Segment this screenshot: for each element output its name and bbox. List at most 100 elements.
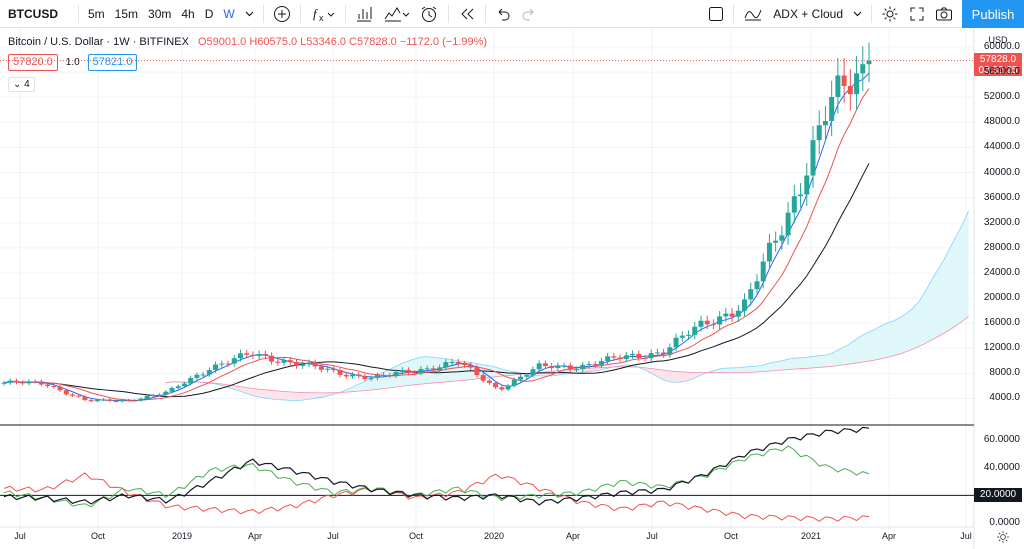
ichimoku-cloud-segment (358, 381, 365, 392)
price-axis-label: 20000.0 (983, 292, 1020, 303)
ichimoku-cloud-segment (949, 236, 957, 330)
bar-chart-icon[interactable] (350, 0, 378, 28)
candle-up (443, 362, 449, 368)
ichimoku-cloud-segment (869, 329, 876, 362)
candle-down (13, 380, 19, 383)
hidden-indicator-count: 4 (24, 79, 30, 90)
candle-down (125, 400, 131, 402)
candle-up (399, 369, 405, 372)
sell-price-button[interactable]: 57820.0 (8, 54, 58, 71)
ichimoku-cloud-segment (738, 366, 745, 373)
undo-icon[interactable] (490, 0, 516, 28)
ichimoku-cloud-segment (788, 358, 795, 370)
layout-square-icon[interactable] (703, 0, 729, 28)
candle-down (430, 368, 436, 371)
candle-up (748, 289, 754, 300)
redo-icon[interactable] (516, 0, 542, 28)
time-axis-label: Apr (881, 531, 897, 541)
ichimoku-cloud-segment (259, 389, 266, 399)
candle-up (175, 386, 181, 388)
candle-up (686, 334, 692, 336)
compare-plus-icon[interactable] (268, 0, 296, 28)
ichimoku-cloud-segment (850, 339, 857, 364)
ichimoku-cloud-segment (271, 390, 278, 400)
candle-up (723, 313, 729, 317)
candle-down (729, 313, 735, 317)
candle-down (45, 384, 51, 387)
candle-down (113, 400, 119, 402)
candle-down (38, 381, 44, 385)
ichimoku-cloud-segment (962, 210, 969, 322)
ichimoku-cloud-segment (694, 372, 701, 378)
chevron-down-icon[interactable] (848, 0, 867, 28)
time-axis-label: Oct (90, 531, 106, 541)
adx-level-tag: 20.0000 (974, 488, 1022, 502)
chart-area[interactable] (0, 29, 1024, 549)
alert-clock-icon[interactable] (414, 0, 444, 28)
ichimoku-cloud-segment (682, 371, 689, 382)
candle-down (250, 354, 256, 356)
ichimoku-cloud-segment (887, 320, 894, 358)
candle-up (518, 376, 524, 380)
timeframe-4h[interactable]: 4h (181, 6, 195, 21)
templates-icon[interactable] (378, 0, 414, 28)
indicators-collapse-toggle[interactable]: ⌄ 4 (8, 77, 35, 92)
candle-up (555, 365, 561, 369)
candle-up (536, 363, 542, 370)
candle-up (281, 360, 287, 363)
candle-up (157, 394, 163, 396)
ichimoku-cloud-segment (346, 387, 353, 393)
timeframe-w[interactable]: W (223, 6, 235, 21)
time-axis-label: 2019 (171, 531, 193, 541)
candle-up (791, 196, 797, 213)
symbol-search-button[interactable]: BTCUSD (8, 6, 58, 21)
indicator-template-label[interactable]: ADX + Cloud (773, 6, 843, 21)
timeframe-5m[interactable]: 5m (88, 6, 105, 21)
candle-up (810, 140, 816, 176)
gear-icon[interactable] (876, 0, 904, 28)
di-minus-line (3, 472, 870, 522)
candle-down (331, 368, 337, 371)
candle-up (368, 377, 374, 380)
candle-up (237, 353, 243, 359)
price-axis-label: 24000.0 (983, 266, 1020, 278)
oscillator-axis-label: 0.0000 (989, 517, 1020, 528)
buy-price-button[interactable]: 57821.0 (87, 54, 138, 71)
candle-up (194, 374, 200, 378)
ichimoku-cloud-segment (389, 366, 397, 388)
timeframe-30m[interactable]: 30m (148, 6, 172, 21)
publish-button[interactable]: Publish (962, 0, 1024, 28)
candle-down (499, 387, 505, 390)
ichimoku-cloud-segment (806, 356, 813, 369)
template-wave-icon[interactable] (738, 0, 768, 28)
time-axis-label: Apr (247, 531, 263, 541)
price-and-oscillator-chart[interactable] (0, 29, 1024, 549)
candle-down (704, 320, 710, 325)
candle-up (630, 353, 636, 356)
timeframe-d[interactable]: D (204, 6, 214, 21)
replay-icon[interactable] (453, 0, 481, 28)
fullscreen-icon[interactable] (904, 0, 930, 28)
chevron-down-icon[interactable] (240, 0, 259, 28)
price-axis-label: 28000.0 (983, 241, 1020, 253)
chart-legend: Bitcoin / U.S. Dollar · 1W · BITFINEX O5… (8, 36, 487, 48)
candle-down (76, 395, 82, 397)
ichimoku-cloud-segment (352, 384, 359, 392)
camera-icon[interactable] (930, 0, 958, 28)
candle-up (835, 75, 841, 98)
gear-icon[interactable] (996, 530, 1010, 549)
ichimoku-cloud-segment (644, 367, 652, 374)
candle-down (312, 362, 318, 367)
ichimoku-cloud-segment (763, 363, 770, 372)
candle-up (735, 310, 741, 317)
ichimoku-cloud-segment (719, 368, 726, 373)
candle-up (256, 354, 262, 356)
timeframe-15m[interactable]: 15m (114, 6, 139, 21)
svg-text:f: f (313, 6, 319, 21)
candle-down (617, 357, 623, 360)
candle-down (343, 374, 349, 377)
cloud-span-b-line (165, 316, 969, 394)
toolbar-divider (78, 4, 79, 23)
